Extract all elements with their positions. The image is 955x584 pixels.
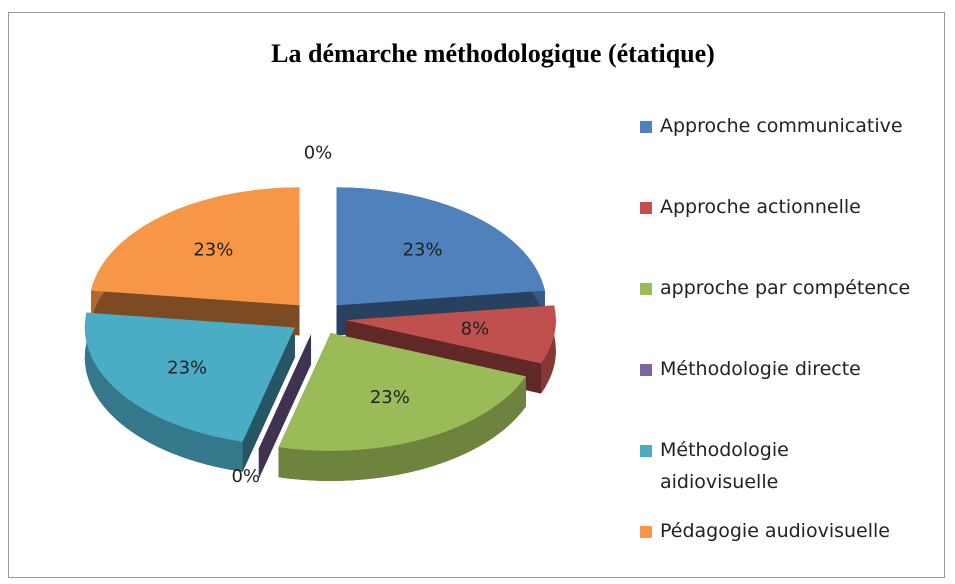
- legend-label: approche par compétence: [660, 277, 911, 299]
- slice-wall: [258, 334, 312, 479]
- legend-label: Méthodologie aidiovisuelle: [660, 439, 789, 493]
- legend-item: Méthodologie directe: [640, 353, 950, 385]
- legend-item: Méthodologie aidiovisuelle: [640, 434, 840, 498]
- slice: [91, 187, 300, 306]
- pie-tops: [84, 187, 556, 451]
- data-label: 0%: [231, 466, 260, 487]
- slice-wall: [242, 327, 295, 472]
- slice-side: [84, 312, 243, 472]
- slice: [278, 332, 526, 451]
- legend-label: Approche communicative: [660, 115, 903, 137]
- legend-item: approche par compétence: [640, 272, 950, 304]
- legend-swatch: [640, 445, 652, 457]
- legend-swatch: [640, 283, 652, 295]
- pie-labels: 0% 23% 8% 23% 0% 23% 23%: [167, 143, 489, 487]
- slice: [336, 187, 545, 306]
- legend-label: Pédagogie audiovisuelle: [660, 520, 890, 542]
- legend-swatch: [640, 121, 652, 133]
- legend-swatch: [640, 202, 652, 214]
- slice-side: [278, 376, 526, 481]
- slice: [345, 305, 556, 364]
- data-label: 8%: [461, 318, 490, 339]
- legend-swatch: [640, 364, 652, 376]
- data-label: 23%: [370, 387, 410, 408]
- legend-label: Approche actionnelle: [660, 196, 861, 218]
- legend-item: Approche actionnelle: [640, 191, 950, 223]
- data-label: 0%: [304, 143, 333, 164]
- legend-swatch: [640, 526, 652, 538]
- legend-item: Approche communicative: [640, 110, 950, 142]
- data-label: 23%: [403, 240, 443, 261]
- legend-label: Méthodologie directe: [660, 358, 861, 380]
- chart-title: La démarche méthodologique (étatique): [271, 39, 715, 68]
- legend-item: Pédagogie audiovisuelle: [640, 515, 950, 547]
- slice: [84, 312, 295, 442]
- data-label: 23%: [167, 358, 207, 379]
- slice-side: [541, 305, 556, 394]
- data-label: 23%: [193, 240, 233, 261]
